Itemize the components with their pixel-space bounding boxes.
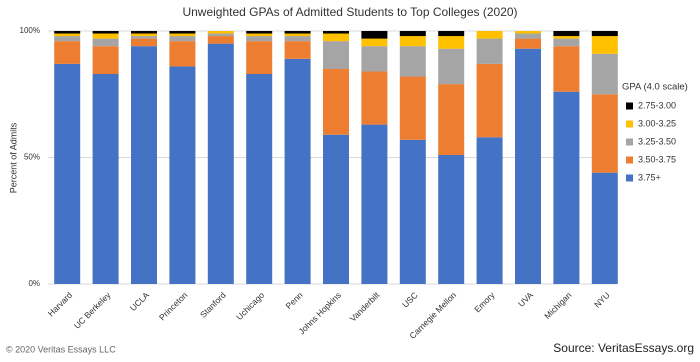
bar-segment: [591, 53, 618, 95]
bar-segment: [323, 41, 349, 69]
y-tick-label: 50%: [24, 153, 40, 162]
bar-segment: [92, 31, 119, 34]
bar-segment: [515, 31, 541, 34]
bar-segment: [131, 33, 157, 37]
bar-segment: [131, 36, 157, 39]
legend-label: 3.00-3.25: [638, 118, 676, 128]
bar-segment: [323, 33, 349, 42]
bar-segment: [476, 63, 503, 138]
bar-segment: [284, 31, 311, 34]
bar-segment: [399, 36, 426, 47]
bar-segment: [169, 66, 196, 284]
legend-label: 3.75+: [638, 172, 661, 182]
bar-segment: [207, 36, 234, 44]
bar-segment: [591, 31, 618, 37]
bar-segment: [361, 46, 388, 72]
bar-segment: [476, 38, 503, 64]
bar-segment: [553, 91, 580, 284]
bar-segment: [361, 38, 388, 47]
legend-swatch: [626, 120, 633, 128]
bar-segment: [284, 36, 311, 42]
bar-segment: [207, 31, 234, 34]
bar-segment: [323, 68, 349, 135]
bar-segment: [438, 36, 465, 49]
bar-segment: [169, 36, 196, 42]
bar-segment: [92, 38, 119, 47]
bar-segment: [515, 33, 541, 39]
bar-segment: [92, 33, 119, 39]
bar-segment: [591, 36, 618, 54]
bar-segment: [131, 46, 157, 285]
source: Source: VeritasEssays.org: [553, 341, 694, 355]
bar-segment: [92, 46, 119, 75]
y-axis-label: Percent of Admits: [8, 122, 18, 193]
bar-segment: [92, 74, 119, 284]
legend-swatch: [626, 102, 633, 110]
bar-segment: [361, 71, 388, 125]
bar-segment: [399, 46, 426, 77]
legend-swatch: [626, 174, 633, 182]
bar-segment: [284, 41, 311, 59]
copyright: © 2020 Veritas Essays LLC: [6, 344, 116, 354]
bar-segment: [246, 36, 273, 42]
bar-segment: [131, 31, 157, 34]
bar-segment: [284, 58, 311, 284]
bar-segment: [54, 41, 81, 64]
bar-segment: [246, 31, 273, 34]
bar-segment: [169, 33, 196, 37]
bar-segment: [284, 33, 311, 37]
bar-segment: [131, 38, 157, 47]
legend-label: 2.75-3.00: [638, 100, 676, 110]
bar-segment: [476, 137, 503, 284]
bar-segment: [515, 38, 541, 49]
bar-segment: [515, 48, 541, 285]
bar-segment: [246, 41, 273, 75]
bar-segment: [553, 46, 580, 92]
bar-segment: [553, 38, 580, 47]
bar-segment: [54, 63, 81, 284]
bar-segment: [476, 31, 503, 39]
legend-label: 3.50-3.75: [638, 154, 676, 164]
bar-segment: [553, 36, 580, 39]
bar-segment: [399, 31, 426, 37]
bar-segment: [169, 31, 196, 34]
bar-segment: [207, 33, 234, 37]
bar-segment: [438, 154, 465, 284]
chart-title: Unweighted GPAs of Admitted Students to …: [182, 5, 517, 19]
bar-segment: [591, 172, 618, 284]
bar-segment: [323, 31, 349, 34]
bar-segment: [591, 94, 618, 173]
bar-segment: [361, 124, 388, 284]
bar-segment: [54, 36, 81, 42]
bar-segment: [54, 33, 81, 37]
bar-segment: [399, 76, 426, 140]
y-tick-label: 100%: [20, 26, 40, 35]
legend-label: 3.25-3.50: [638, 136, 676, 146]
bar-segment: [323, 134, 349, 284]
bar-segment: [169, 41, 196, 67]
bar-segment: [207, 43, 234, 285]
bar-segment: [399, 139, 426, 284]
y-tick-label: 0%: [28, 279, 40, 288]
bar-segment: [438, 31, 465, 37]
legend-swatch: [626, 138, 633, 146]
bar-segment: [361, 31, 388, 39]
bar-segment: [438, 84, 465, 155]
bar-segment: [246, 74, 273, 284]
bar-segment: [553, 31, 580, 37]
bar-segment: [438, 48, 465, 85]
bar-segment: [54, 31, 81, 34]
bar-segment: [246, 33, 273, 37]
legend-swatch: [626, 156, 633, 164]
legend-title: GPA (4.0 scale): [622, 82, 688, 93]
